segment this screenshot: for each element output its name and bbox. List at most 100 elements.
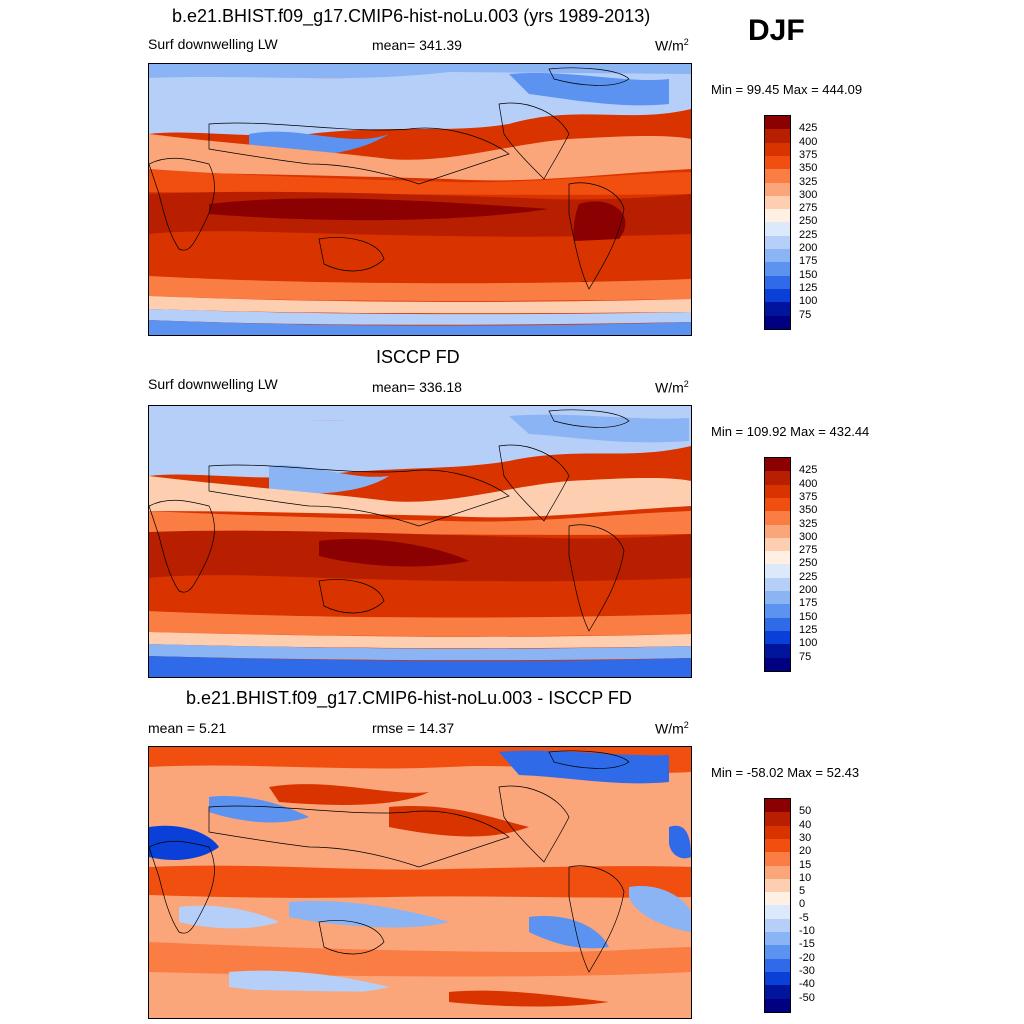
colorbar-tick-label: 50 <box>799 805 812 818</box>
colorbar-swatch <box>765 892 790 906</box>
panel-3-mean-label: mean = 5.21 <box>148 720 227 736</box>
colorbar-tick-label: 425 <box>799 464 818 477</box>
colorbar-swatch <box>765 945 790 960</box>
colorbar-swatch <box>765 182 790 197</box>
colorbar-swatch <box>765 315 790 330</box>
colorbar-tick-label: 175 <box>799 255 818 268</box>
colorbar-swatch <box>765 878 790 893</box>
colorbar-tick-label: 40 <box>799 818 812 831</box>
colorbar-tick-label: 350 <box>799 504 818 517</box>
colorbar-swatch <box>765 249 790 263</box>
colorbar-swatch <box>765 657 790 672</box>
panel-3-rmse-label: rmse = 14.37 <box>372 720 455 736</box>
colorbar-tick-label: 375 <box>799 148 818 161</box>
colorbar-swatch <box>765 129 790 144</box>
panel-1-variable-label: Surf downwelling LW <box>148 36 278 52</box>
colorbar-swatch <box>765 577 790 592</box>
colorbar-swatch <box>765 838 790 853</box>
colorbar-swatch <box>765 275 790 290</box>
colorbar-swatch <box>765 564 790 579</box>
colorbar-tick-label: 150 <box>799 610 818 623</box>
colorbar-tick-label: 250 <box>799 215 818 228</box>
colorbar-swatch <box>765 644 790 658</box>
colorbar-tick-label: 225 <box>799 228 818 241</box>
colorbar-tick-label: -10 <box>799 925 815 937</box>
panel-1-map <box>148 63 692 336</box>
colorbar-swatch <box>765 195 790 210</box>
colorbar-tick-label: 200 <box>799 242 818 254</box>
panel-1-title: b.e21.BHIST.f09_g17.CMIP6-hist-noLu.003 … <box>172 6 651 26</box>
colorbar-swatch <box>765 617 790 632</box>
colorbar-swatch <box>765 142 790 157</box>
colorbar-swatch <box>765 932 790 946</box>
season-label: DJF <box>748 14 805 47</box>
colorbar-tick-label: 75 <box>799 650 812 663</box>
panel-3-map <box>148 746 692 1019</box>
colorbar-swatch <box>765 958 790 973</box>
colorbar-tick-label: 150 <box>799 268 818 281</box>
colorbar-swatch <box>765 288 790 303</box>
colorbar-swatch <box>765 458 790 472</box>
colorbar-swatch <box>765 222 790 237</box>
colorbar-tick-label: 350 <box>799 162 818 175</box>
colorbar-swatch <box>765 971 790 986</box>
colorbar-tick-label: 75 <box>799 308 812 321</box>
colorbar-tick-label: 10 <box>799 871 812 884</box>
colorbar-swatch <box>765 985 790 999</box>
colorbar-tick-label: -15 <box>799 938 815 951</box>
colorbar-tick-label: 425 <box>799 122 818 135</box>
colorbar-tick-label: 125 <box>799 623 818 636</box>
colorbar-swatch <box>765 812 790 827</box>
colorbar-swatch <box>765 524 790 539</box>
colorbar-tick-label: 275 <box>799 544 818 557</box>
colorbar-swatch <box>765 630 790 645</box>
colorbar-tick-label: 100 <box>799 295 818 308</box>
panel-1-units: W/m2 <box>655 37 689 54</box>
colorbar-tick-label: 400 <box>799 477 818 490</box>
colorbar-swatch <box>765 998 790 1013</box>
colorbar-swatch <box>765 511 790 525</box>
colorbar-tick-label: 275 <box>799 202 818 215</box>
panel-1-min-max: Min = 99.45 Max = 444.09 <box>711 82 863 97</box>
colorbar-tick-label: 375 <box>799 490 818 503</box>
colorbar-tick-label: -30 <box>799 964 815 977</box>
colorbar-tick-label: 30 <box>799 831 812 844</box>
colorbar-tick-label: -50 <box>799 991 815 1004</box>
colorbar-tick-label: 125 <box>799 281 818 294</box>
colorbar-swatch <box>765 209 790 223</box>
colorbar-swatch <box>765 235 790 250</box>
colorbar-tick-label: 20 <box>799 845 812 858</box>
colorbar-swatch <box>765 302 790 316</box>
colorbar-swatch <box>765 537 790 552</box>
panel-2-min-max: Min = 109.92 Max = 432.44 <box>711 424 870 439</box>
colorbar-swatch <box>765 905 790 920</box>
panel-3-units: W/m2 <box>655 720 689 737</box>
colorbar-tick-label: -5 <box>799 911 809 924</box>
colorbar-tick-label: 0 <box>799 898 806 911</box>
colorbar-tick-label: 100 <box>799 637 818 650</box>
colorbar-tick-label: -40 <box>799 978 815 991</box>
colorbar-swatch <box>765 116 790 130</box>
panel-2-map <box>148 405 692 678</box>
panel-2-variable-label: Surf downwelling LW <box>148 376 278 392</box>
panel-3-min-max: Min = -58.02 Max = 52.43 <box>711 765 860 780</box>
colorbar-swatch <box>765 262 790 277</box>
colorbar-tick-label: 300 <box>799 188 818 201</box>
colorbar-swatch <box>765 604 790 619</box>
colorbar-swatch <box>765 169 790 183</box>
colorbar-swatch <box>765 825 790 840</box>
colorbar-swatch <box>765 551 790 565</box>
colorbar-swatch <box>765 852 790 866</box>
colorbar-tick-label: 325 <box>799 517 818 530</box>
colorbar-tick-label: 15 <box>799 858 812 871</box>
colorbar-swatch <box>765 484 790 499</box>
colorbar-swatch <box>765 918 790 933</box>
colorbar-tick-label: 250 <box>799 557 818 570</box>
colorbar-tick-label: 200 <box>799 584 818 596</box>
colorbar-swatch <box>765 497 790 512</box>
panel-1-mean-label: mean= 341.39 <box>372 37 462 53</box>
colorbar-swatch <box>765 155 790 170</box>
colorbar-tick-label: 5 <box>799 885 806 898</box>
colorbar-swatch <box>765 799 790 813</box>
colorbar-swatch <box>765 865 790 880</box>
